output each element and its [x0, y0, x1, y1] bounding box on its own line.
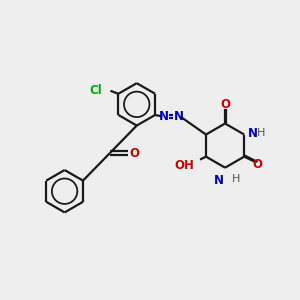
Text: H: H [232, 174, 240, 184]
Text: H: H [256, 128, 265, 138]
Text: N: N [159, 110, 169, 123]
Text: Cl: Cl [89, 84, 102, 97]
Text: O: O [253, 158, 262, 171]
Text: O: O [129, 147, 139, 160]
Text: O: O [220, 98, 230, 111]
Text: N: N [174, 110, 184, 123]
Text: N: N [248, 127, 258, 140]
Text: N: N [214, 174, 224, 187]
Text: OH: OH [174, 159, 194, 172]
